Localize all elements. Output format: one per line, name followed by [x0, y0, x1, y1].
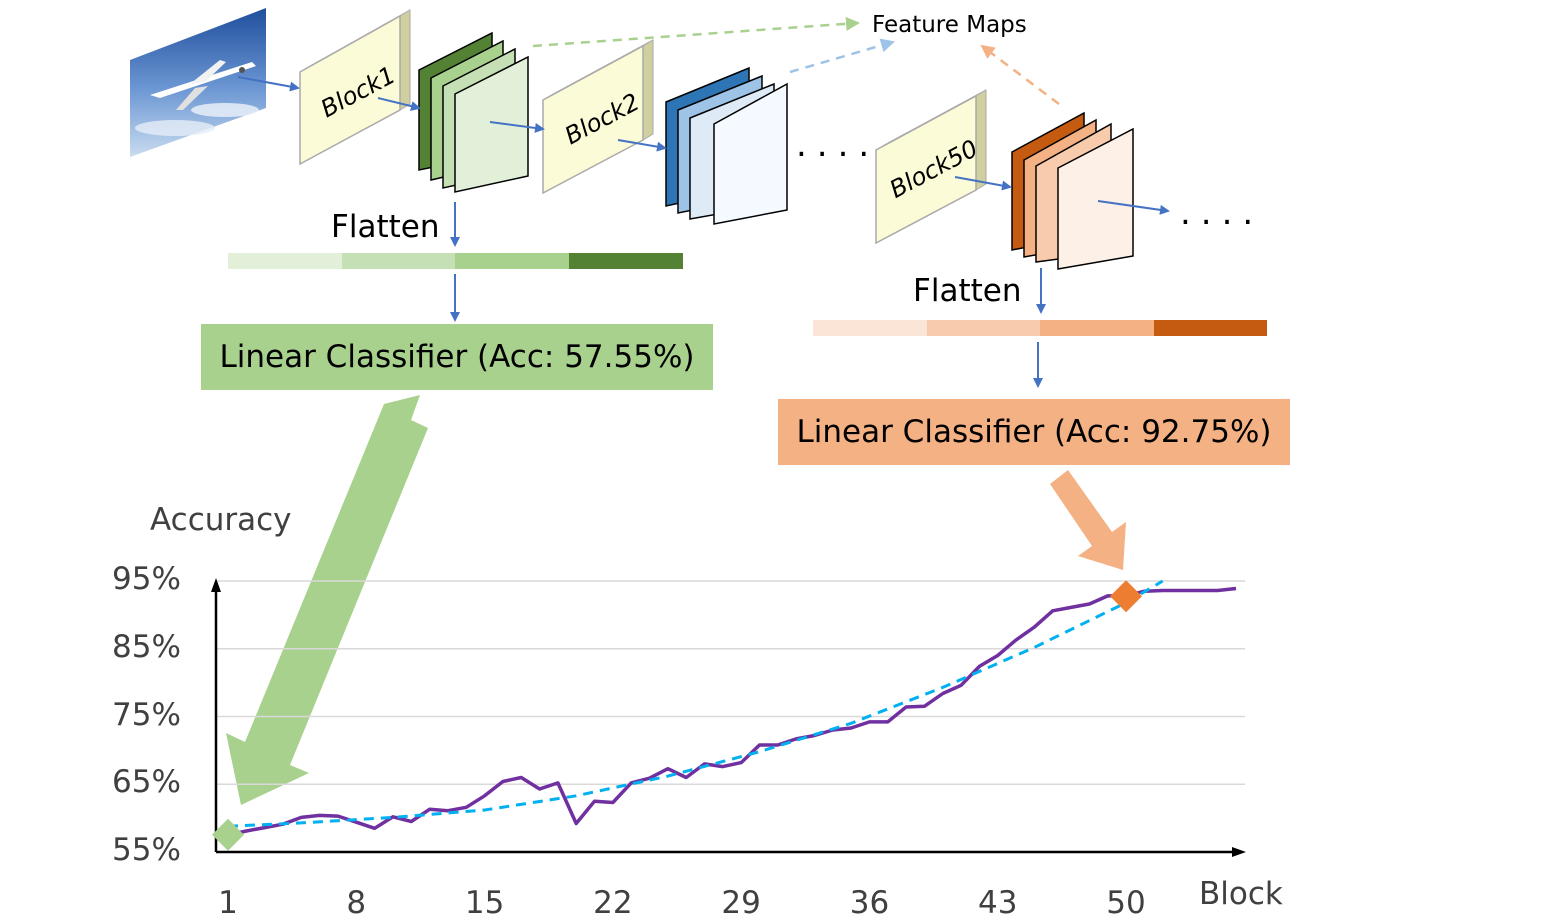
- feature-maps-label: Feature Maps: [872, 12, 1027, 38]
- input-image: [130, 8, 266, 157]
- feature-maps-50: [1011, 111, 1134, 270]
- x-tick-label: 8: [346, 885, 367, 921]
- y-tick-label: 55%: [112, 832, 181, 868]
- ellipsis-1: ....: [796, 125, 880, 165]
- y-tick-label: 85%: [112, 628, 181, 665]
- feature-map-arrows: [532, 16, 1060, 105]
- flatten-label-2: Flatten: [913, 273, 1022, 309]
- flatten-vector-1: [228, 253, 683, 269]
- x-tick-label: 36: [849, 885, 890, 921]
- x-axis-title: Block: [1199, 876, 1283, 912]
- flatten-label-1: Flatten: [331, 209, 440, 245]
- y-tick-label: 95%: [112, 561, 181, 597]
- y-axis-title: Accuracy: [150, 502, 292, 538]
- feature-maps-2: [665, 66, 788, 225]
- feature-maps-1: [418, 31, 529, 193]
- x-tick-label: 50: [1106, 885, 1146, 921]
- pointer-arrow-orange: [1050, 470, 1126, 570]
- linear-classifier-2: Linear Classifier (Acc: 92.75%): [778, 399, 1290, 465]
- x-tick-label: 15: [464, 885, 505, 921]
- block1-shape: [299, 9, 411, 166]
- ellipsis-2: ....: [1180, 193, 1264, 233]
- block2-shape: [542, 39, 654, 195]
- flow-arrows: [237, 76, 1170, 388]
- x-tick-label: 22: [593, 885, 633, 921]
- x-tick-label: 29: [721, 885, 761, 921]
- flatten-vector-2: [813, 320, 1267, 336]
- y-tick-label: 75%: [112, 696, 181, 733]
- airplane-icon: [150, 60, 256, 110]
- pointer-arrow-green: [226, 395, 428, 805]
- x-tick-label: 43: [978, 885, 1018, 921]
- linear-classifier-1: Linear Classifier (Acc: 57.55%): [201, 324, 713, 390]
- block50-shape: [875, 89, 987, 245]
- y-tick-label: 65%: [112, 764, 181, 801]
- x-tick-label: 1: [218, 885, 238, 921]
